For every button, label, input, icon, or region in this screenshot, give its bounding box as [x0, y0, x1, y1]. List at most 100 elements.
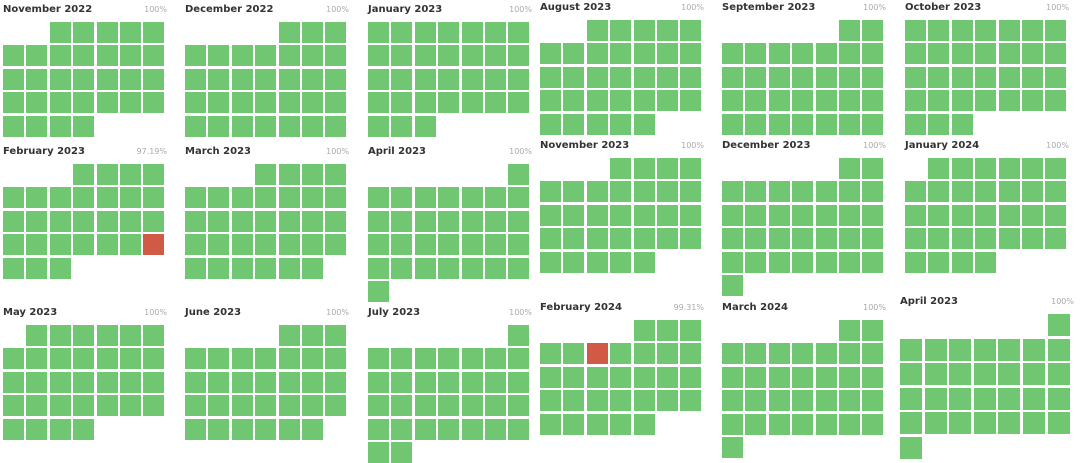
- day-cell[interactable]: [1022, 90, 1043, 112]
- day-cell[interactable]: [414, 92, 436, 114]
- day-cell[interactable]: [96, 234, 118, 256]
- day-cell[interactable]: [792, 113, 814, 135]
- day-cell[interactable]: [563, 90, 585, 112]
- day-cell[interactable]: [185, 257, 206, 279]
- day-cell[interactable]: [325, 234, 347, 256]
- day-cell[interactable]: [1023, 338, 1045, 361]
- day-cell[interactable]: [302, 115, 323, 137]
- day-cell[interactable]: [998, 363, 1021, 386]
- day-cell[interactable]: [391, 442, 413, 463]
- day-cell[interactable]: [951, 90, 973, 112]
- day-cell[interactable]: [143, 22, 165, 43]
- day-cell[interactable]: [185, 210, 206, 232]
- day-cell[interactable]: [143, 92, 165, 114]
- day-cell[interactable]: [768, 343, 790, 365]
- day-cell[interactable]: [951, 181, 973, 203]
- day-cell[interactable]: [325, 371, 347, 393]
- day-cell[interactable]: [208, 68, 230, 90]
- day-cell[interactable]: [998, 387, 1021, 410]
- day-cell[interactable]: [26, 257, 48, 279]
- day-cell[interactable]: [120, 187, 141, 209]
- day-cell[interactable]: [657, 20, 678, 41]
- day-cell[interactable]: [508, 257, 530, 279]
- day-cell[interactable]: [278, 164, 300, 185]
- day-cell[interactable]: [185, 187, 206, 209]
- day-cell[interactable]: [998, 412, 1021, 435]
- day-cell[interactable]: [485, 210, 506, 232]
- day-cell-outage[interactable]: [586, 343, 608, 365]
- day-cell[interactable]: [586, 228, 608, 250]
- day-cell[interactable]: [951, 204, 973, 226]
- day-cell[interactable]: [120, 348, 141, 370]
- day-cell[interactable]: [633, 366, 655, 388]
- day-cell[interactable]: [839, 228, 860, 250]
- day-cell[interactable]: [563, 366, 585, 388]
- day-cell[interactable]: [231, 418, 253, 440]
- day-cell[interactable]: [26, 325, 48, 346]
- day-cell[interactable]: [73, 348, 95, 370]
- day-cell[interactable]: [120, 92, 141, 114]
- day-cell[interactable]: [745, 43, 767, 65]
- day-cell[interactable]: [975, 90, 997, 112]
- day-cell[interactable]: [96, 348, 118, 370]
- day-cell[interactable]: [278, 371, 300, 393]
- day-cell[interactable]: [1047, 387, 1070, 410]
- day-cell[interactable]: [768, 113, 790, 135]
- day-cell[interactable]: [745, 390, 767, 412]
- day-cell[interactable]: [208, 348, 230, 370]
- day-cell[interactable]: [949, 363, 972, 386]
- day-cell[interactable]: [508, 210, 530, 232]
- day-cell[interactable]: [633, 90, 655, 112]
- day-cell[interactable]: [862, 158, 884, 179]
- day-cell[interactable]: [438, 257, 460, 279]
- day-cell[interactable]: [73, 325, 95, 346]
- day-cell[interactable]: [998, 66, 1020, 88]
- day-cell[interactable]: [633, 158, 655, 179]
- day-cell[interactable]: [633, 343, 655, 365]
- day-cell[interactable]: [949, 412, 972, 435]
- day-cell[interactable]: [414, 22, 436, 43]
- day-cell[interactable]: [231, 115, 253, 137]
- day-cell[interactable]: [862, 413, 884, 435]
- day-cell[interactable]: [1045, 181, 1067, 203]
- day-cell[interactable]: [928, 251, 950, 273]
- day-cell[interactable]: [563, 228, 585, 250]
- day-cell[interactable]: [792, 366, 814, 388]
- day-cell[interactable]: [680, 181, 702, 203]
- day-cell[interactable]: [414, 45, 436, 67]
- day-cell[interactable]: [839, 366, 860, 388]
- day-cell[interactable]: [49, 92, 71, 114]
- day-cell[interactable]: [391, 418, 413, 440]
- day-cell[interactable]: [722, 366, 743, 388]
- day-cell[interactable]: [143, 45, 165, 67]
- day-cell[interactable]: [610, 390, 632, 412]
- day-cell[interactable]: [73, 210, 95, 232]
- day-cell[interactable]: [1047, 338, 1070, 361]
- day-cell[interactable]: [792, 413, 814, 435]
- day-cell[interactable]: [26, 210, 48, 232]
- day-cell[interactable]: [49, 234, 71, 256]
- day-cell[interactable]: [438, 187, 460, 209]
- day-cell[interactable]: [633, 181, 655, 203]
- day-cell[interactable]: [368, 92, 389, 114]
- day-cell[interactable]: [120, 45, 141, 67]
- day-cell[interactable]: [586, 204, 608, 226]
- day-cell[interactable]: [905, 90, 926, 112]
- day-cell[interactable]: [722, 66, 743, 88]
- day-cell[interactable]: [96, 187, 118, 209]
- day-cell[interactable]: [414, 371, 436, 393]
- day-cell[interactable]: [924, 338, 947, 361]
- day-cell[interactable]: [438, 92, 460, 114]
- day-cell[interactable]: [255, 210, 277, 232]
- day-cell[interactable]: [391, 257, 413, 279]
- day-cell[interactable]: [185, 371, 206, 393]
- day-cell[interactable]: [1022, 66, 1043, 88]
- day-cell[interactable]: [680, 366, 702, 388]
- day-cell[interactable]: [540, 390, 561, 412]
- day-cell[interactable]: [73, 92, 95, 114]
- day-cell[interactable]: [325, 395, 347, 417]
- day-cell[interactable]: [633, 228, 655, 250]
- day-cell[interactable]: [302, 68, 323, 90]
- day-cell[interactable]: [26, 418, 48, 440]
- day-cell[interactable]: [391, 187, 413, 209]
